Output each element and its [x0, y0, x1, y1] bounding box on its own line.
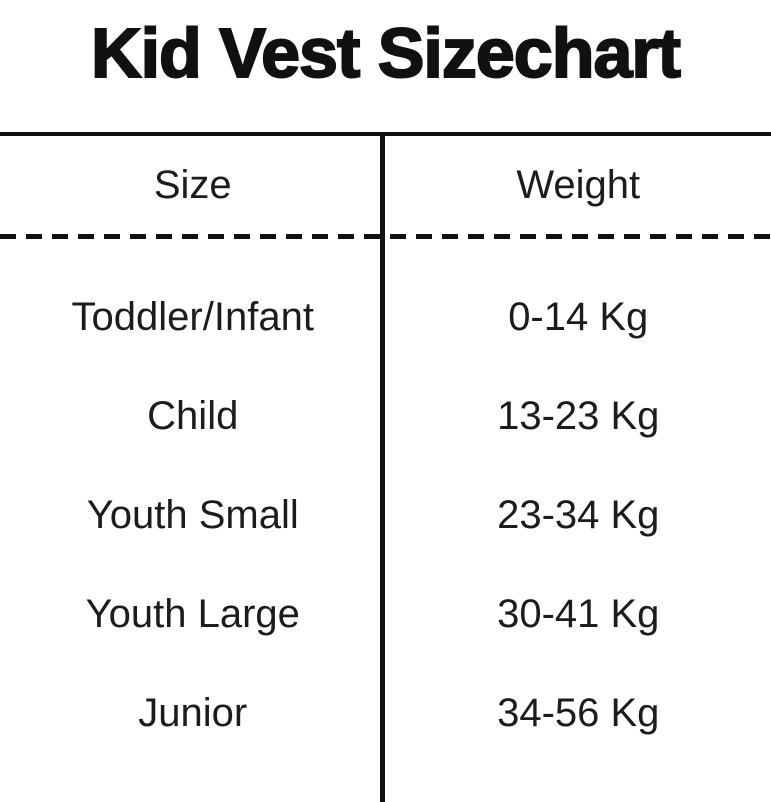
table-row: Child 13-23 Kg	[0, 367, 771, 466]
vertical-divider-line	[380, 132, 385, 802]
weight-cell: 34-56 Kg	[497, 691, 660, 735]
size-cell: Child	[147, 394, 239, 438]
top-divider-line	[0, 132, 771, 136]
size-chart-table-body: Toddler/Infant 0-14 Kg Child 13-23 Kg Yo…	[0, 239, 771, 763]
size-cell: Junior	[138, 691, 248, 735]
column-header-size: Size	[153, 162, 232, 207]
header-dashed-divider	[0, 234, 771, 239]
weight-cell: 23-34 Kg	[497, 493, 660, 537]
table-row: Youth Small 23-34 Kg	[0, 466, 771, 565]
column-header-weight: Weight	[516, 162, 641, 207]
table-row: Toddler/Infant 0-14 Kg	[0, 268, 771, 367]
size-cell: Youth Large	[85, 592, 300, 636]
table-row: Youth Large 30-41 Kg	[0, 565, 771, 664]
weight-cell: 0-14 Kg	[508, 295, 649, 339]
weight-cell: 30-41 Kg	[497, 592, 660, 636]
weight-cell: 13-23 Kg	[497, 394, 660, 438]
size-cell: Youth Small	[86, 493, 299, 537]
size-cell: Toddler/Infant	[71, 295, 314, 339]
page-title: Kid Vest Sizechart	[90, 14, 682, 92]
table-header-row: Size Weight	[0, 136, 771, 234]
table-row: Junior 34-56 Kg	[0, 664, 771, 763]
